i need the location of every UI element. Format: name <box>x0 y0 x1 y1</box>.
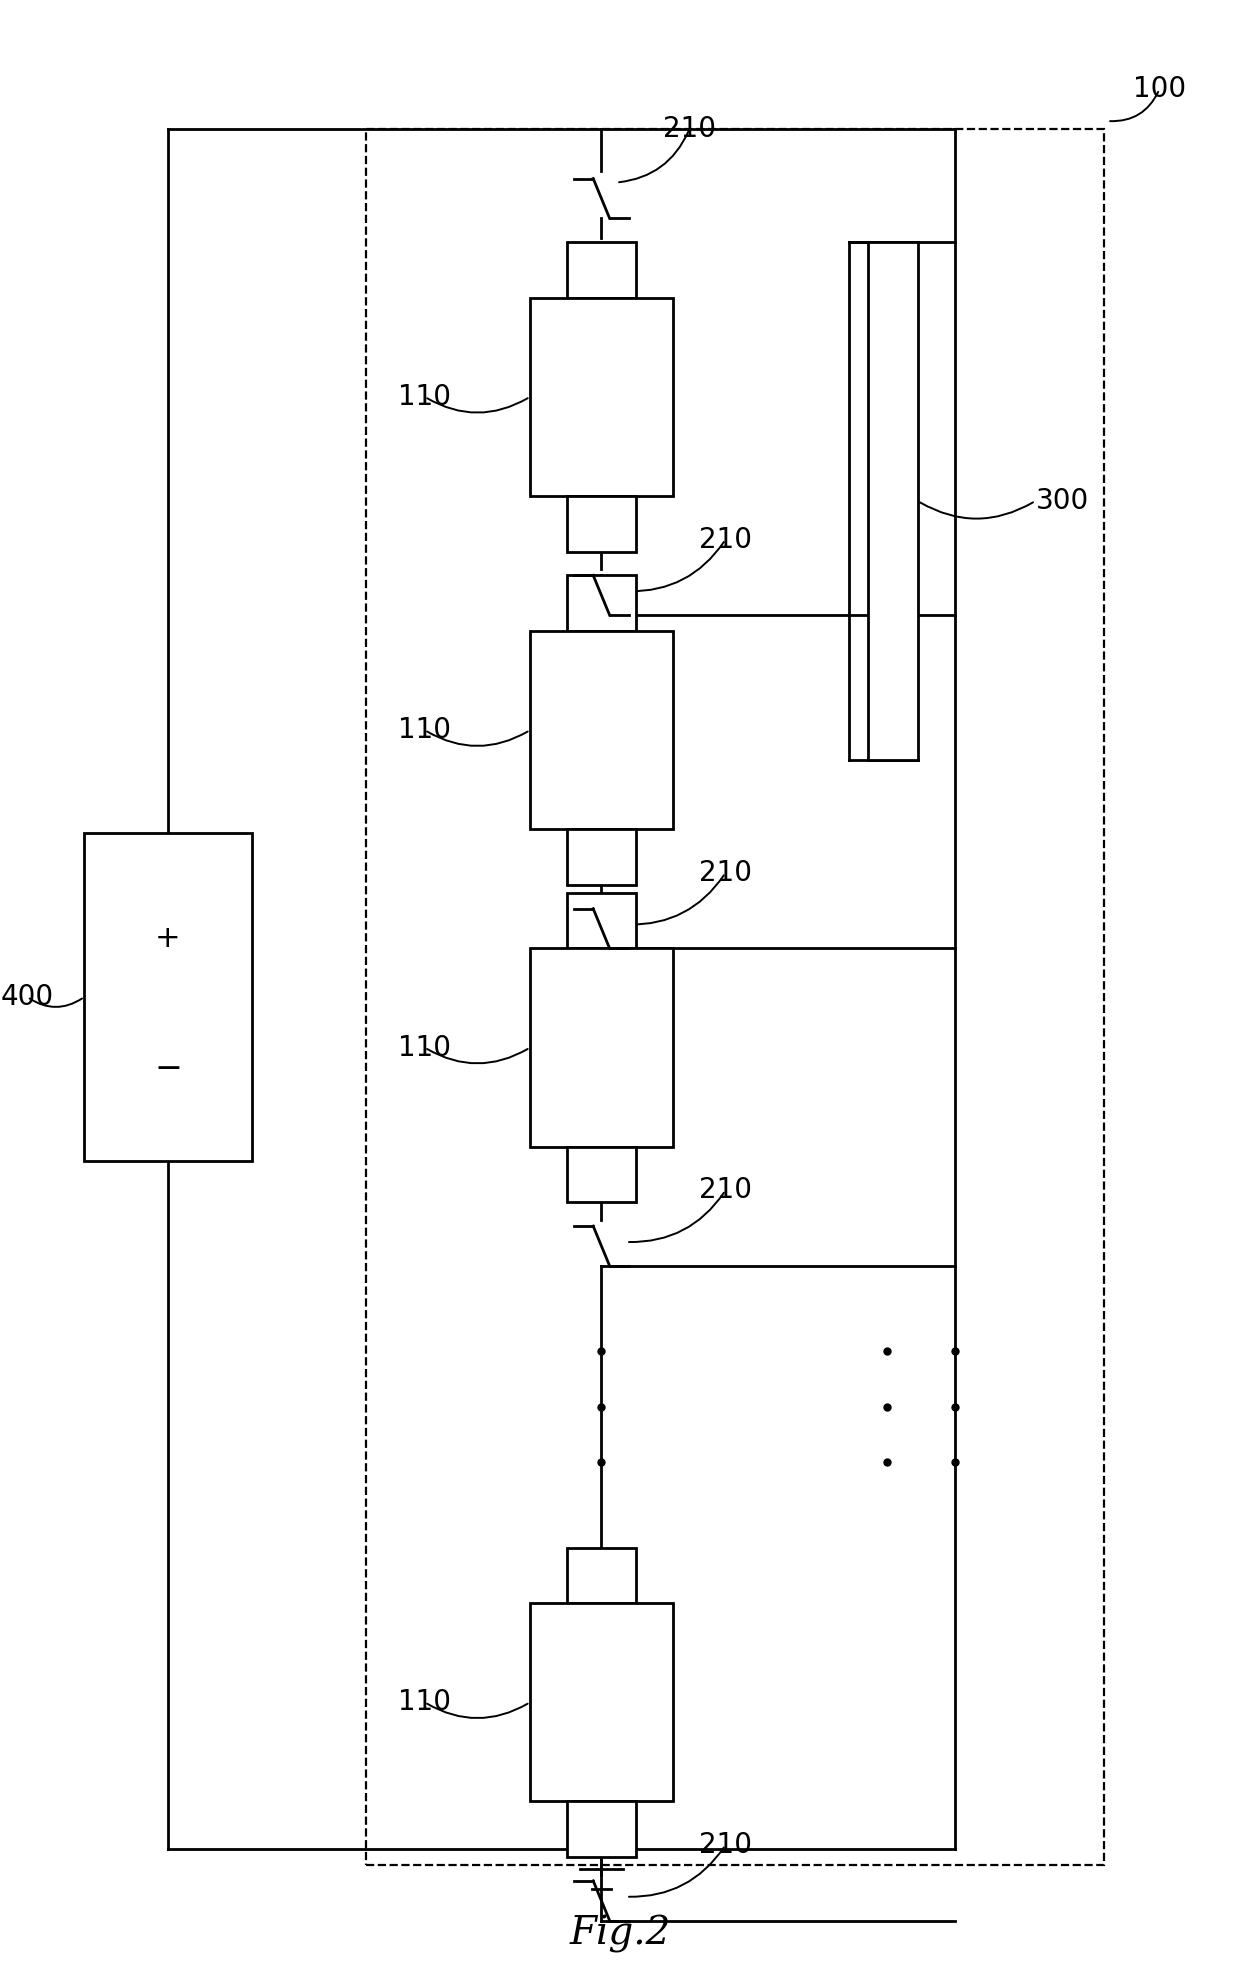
Bar <box>531 1603 672 1801</box>
Text: Fig.2: Fig.2 <box>569 1915 671 1954</box>
Text: +: + <box>155 923 181 952</box>
Text: 210: 210 <box>699 526 751 554</box>
Bar <box>868 242 918 760</box>
Bar <box>567 1801 635 1857</box>
Text: 110: 110 <box>398 1034 451 1061</box>
Bar <box>567 893 635 948</box>
Text: 210: 210 <box>663 115 715 143</box>
Text: 110: 110 <box>398 383 451 411</box>
Bar <box>531 948 672 1147</box>
Text: 110: 110 <box>398 1688 451 1716</box>
Text: 400: 400 <box>1 982 53 1012</box>
Text: 210: 210 <box>699 859 751 887</box>
Text: 210: 210 <box>699 1831 751 1859</box>
Bar <box>567 575 635 631</box>
Bar <box>567 242 635 298</box>
Bar <box>567 496 635 552</box>
Text: 110: 110 <box>398 716 451 744</box>
Bar <box>567 1147 635 1202</box>
Bar <box>531 298 672 496</box>
Text: 210: 210 <box>699 1177 751 1204</box>
Bar <box>84 833 252 1161</box>
Text: 100: 100 <box>1133 75 1185 103</box>
Bar <box>567 829 635 885</box>
Bar <box>531 631 672 829</box>
Bar <box>366 129 1104 1865</box>
Text: −: − <box>154 1052 182 1085</box>
Text: 300: 300 <box>1035 486 1089 516</box>
Bar <box>567 1548 635 1603</box>
